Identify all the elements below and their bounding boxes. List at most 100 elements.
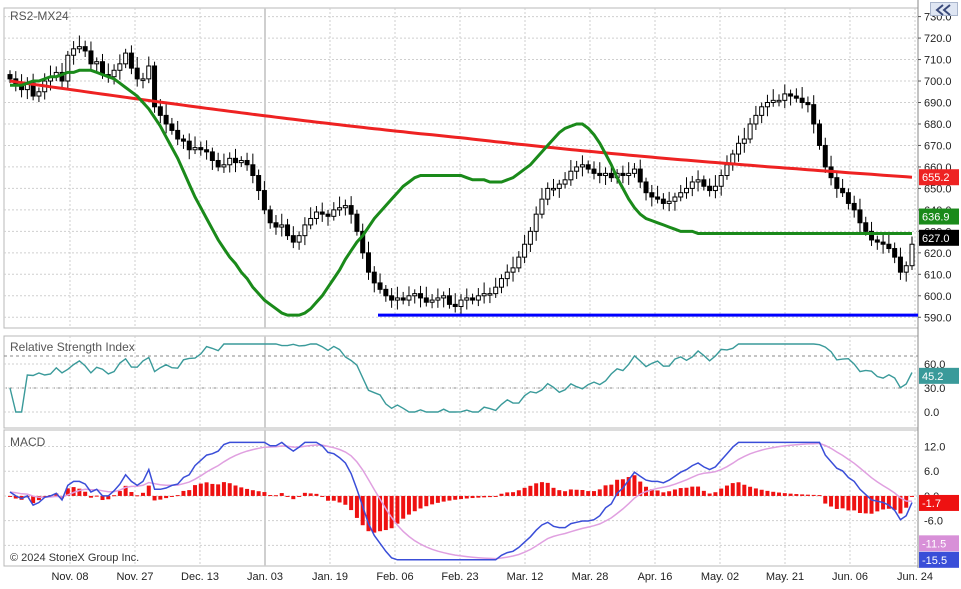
macd-tick-label: -6.0 xyxy=(924,516,943,528)
candle-body xyxy=(36,91,42,97)
y-tick-label: 690.0 xyxy=(924,97,952,109)
candle-body xyxy=(695,179,701,183)
candle-body xyxy=(551,187,557,191)
macd-histogram-bar xyxy=(302,492,307,496)
macd-histogram-bar xyxy=(678,488,683,496)
candle-body xyxy=(516,256,522,269)
candle-body xyxy=(568,170,574,181)
macd-signal-value-label-bg xyxy=(919,535,959,552)
candle-body xyxy=(845,192,851,204)
macd-histogram-bar xyxy=(574,489,579,496)
candle-body xyxy=(631,168,637,174)
candle-body xyxy=(753,114,759,125)
candle-body xyxy=(834,177,840,189)
macd-histogram-bar xyxy=(430,495,435,505)
macd-histogram-bar xyxy=(522,487,527,496)
candle-body xyxy=(701,179,707,187)
candle-body xyxy=(423,297,429,303)
candle-body xyxy=(331,209,337,217)
candle-body xyxy=(233,157,238,164)
candle-body xyxy=(533,213,539,232)
macd-histogram-bar xyxy=(291,495,296,500)
macd-histogram-bar xyxy=(545,482,550,496)
macd-histogram-bar xyxy=(759,489,764,496)
candle-body xyxy=(736,142,742,155)
macd-histogram-bar xyxy=(690,486,695,496)
ma-short-value-label-bg xyxy=(919,208,959,225)
candle-body xyxy=(406,295,412,301)
candle-body xyxy=(880,241,886,245)
macd-signal-value-label: -11.5 xyxy=(922,538,946,550)
candle-body xyxy=(441,295,447,299)
y-tick-label: 600.0 xyxy=(924,291,952,303)
macd-histogram-bar xyxy=(730,483,735,496)
candle-body xyxy=(256,175,262,192)
x-tick-label: May. 02 xyxy=(701,571,739,583)
macd-value-label-bg xyxy=(919,551,959,568)
ma-short-line xyxy=(10,68,912,317)
candle-body xyxy=(666,200,672,204)
macd-tick-label: 6.0 xyxy=(924,466,939,478)
macd-histogram-bar xyxy=(655,490,660,496)
macd-histogram-bar xyxy=(563,491,568,496)
macd-histogram-bar xyxy=(551,487,556,496)
candle-body xyxy=(157,106,163,116)
macd-histogram-bar xyxy=(638,481,643,496)
x-tick-label: Nov. 27 xyxy=(116,571,153,583)
candle-body xyxy=(94,61,100,65)
macd-histogram-bar xyxy=(661,492,666,496)
candle-body xyxy=(123,52,129,65)
macd-histogram-bar xyxy=(649,489,654,496)
macd-histogram-bar xyxy=(568,489,573,496)
candle-body xyxy=(793,95,799,99)
macd-histogram-bar xyxy=(349,495,354,511)
macd-histogram-bar xyxy=(193,485,198,496)
macd-histogram-bar xyxy=(354,495,359,518)
macd-histogram-bar xyxy=(765,490,770,496)
macd-histogram-bar xyxy=(256,491,261,496)
rsi-tick-label: 0.0 xyxy=(924,407,939,419)
x-tick-label: Feb. 06 xyxy=(376,571,413,583)
candle-body xyxy=(626,172,632,177)
candle-body xyxy=(799,97,805,103)
macd-histogram-bar xyxy=(123,485,128,496)
candle-body xyxy=(198,147,204,151)
candle-body xyxy=(128,52,134,69)
candle-body xyxy=(337,207,343,211)
candle-body xyxy=(348,205,354,215)
macd-histogram-bar xyxy=(164,495,169,499)
macd-histogram-bar xyxy=(539,482,544,496)
candle-body xyxy=(585,164,591,170)
macd-histogram-bar xyxy=(383,495,388,531)
candle-body xyxy=(759,106,765,116)
macd-histogram-bar xyxy=(262,492,267,496)
scroll-left-button[interactable] xyxy=(930,2,958,16)
candle-body xyxy=(365,252,371,273)
candle-body xyxy=(452,303,458,308)
macd-histogram-bar xyxy=(782,493,787,496)
macd-histogram-bar xyxy=(811,494,816,496)
macd-histogram-bar xyxy=(112,495,117,497)
candle-body xyxy=(655,196,661,200)
macd-histogram-bar xyxy=(297,495,302,497)
candle-body xyxy=(886,243,892,250)
macd-histogram-bar xyxy=(308,493,313,496)
candle-body xyxy=(712,185,718,192)
macd-histogram-bar xyxy=(366,495,371,532)
macd-histogram-bar xyxy=(54,493,59,496)
macd-histogram-bar xyxy=(279,493,284,496)
candle-body xyxy=(221,164,227,168)
rsi-line xyxy=(9,343,913,413)
macd-histogram-bar xyxy=(672,489,677,496)
y-tick-label: 610.0 xyxy=(924,269,952,281)
macd-histogram-bar xyxy=(829,495,834,507)
macd-histogram-bar xyxy=(892,495,897,510)
rsi-title: Relative Strength Index xyxy=(10,340,135,354)
candle-body xyxy=(539,198,545,215)
macd-histogram-bar xyxy=(42,495,47,497)
candle-body xyxy=(770,99,776,103)
macd-histogram-bar xyxy=(805,494,810,496)
x-tick-label: Jan. 19 xyxy=(312,571,348,583)
candle-body xyxy=(186,140,192,151)
macd-histogram-bar xyxy=(528,485,533,496)
